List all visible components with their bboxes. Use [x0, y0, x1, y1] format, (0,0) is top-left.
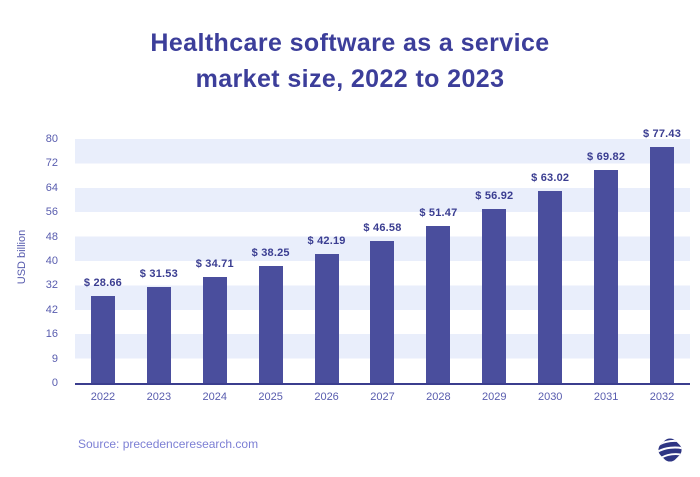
- bar-2032: [650, 146, 675, 383]
- bar-value-label-2028: $ 51.47: [419, 207, 458, 219]
- x-axis-label-2030: 2030: [537, 391, 563, 403]
- y-tick-56: 56: [45, 206, 58, 219]
- y-tick-42: 42: [45, 303, 58, 316]
- bar-value-label-2030: $ 63.02: [531, 171, 570, 184]
- bar-2024: [202, 277, 227, 383]
- bar-column-2029: $ 56.92: [466, 139, 522, 383]
- y-tick-72: 72: [45, 157, 58, 170]
- plot-columns: $ 28.66 $ 31.53 $ 34.71 $ 38.25 $ 42.19 $ 46.…: [75, 128, 690, 383]
- y-tick-32: 32: [45, 279, 58, 292]
- bar-value-label-2025: $ 38.25: [251, 247, 290, 260]
- y-tick-40: 40: [45, 255, 58, 267]
- bar-column-2025: $ 38.25: [243, 139, 299, 383]
- globe-logo-icon: [655, 438, 685, 462]
- y-tick-16: 16: [45, 328, 58, 341]
- precedence-research-logo: [653, 433, 687, 467]
- bar-column-2024: $ 34.71: [187, 139, 243, 383]
- bar-column-2030: $ 63.02: [522, 139, 578, 383]
- bar-value-label-2032: $ 77.43: [642, 127, 682, 140]
- bar-value-label-2029: $ 56.92: [475, 190, 514, 203]
- y-tick-48: 48: [45, 230, 58, 243]
- chart-title-line1: Healthcare software as a service: [150, 29, 550, 57]
- bar-2022: [90, 295, 115, 383]
- plot-area: $ 28.66 $ 31.53 $ 34.71 $ 38.25 $ 42.19 $ 46.…: [75, 128, 690, 383]
- x-axis-label-2031: 2031: [593, 391, 619, 403]
- chart-title: Healthcare software as a service market …: [0, 25, 700, 97]
- x-axis-label-2029: 2029: [482, 391, 507, 403]
- source-text: Source: precedenceresearch.com: [78, 437, 259, 451]
- x-axis-label-2027: 2027: [370, 391, 395, 403]
- bar-value-label-2027: $ 46.58: [363, 221, 402, 234]
- x-axis-label-2023: 2023: [146, 391, 172, 403]
- bar-value-label-2022: $ 28.66: [83, 276, 123, 289]
- x-axis-label-2032: 2032: [649, 391, 675, 403]
- bar-2030: [538, 190, 563, 383]
- x-axis-label-2026: 2026: [314, 391, 339, 403]
- bar-2026: [314, 254, 339, 383]
- y-tick-9: 9: [51, 352, 58, 365]
- bar-column-2026: $ 42.19: [299, 139, 355, 383]
- bar-2029: [482, 209, 507, 383]
- bar-column-2022: $ 28.66: [75, 139, 131, 383]
- bar-2025: [258, 266, 283, 383]
- y-tick-0: 0: [51, 377, 58, 389]
- bar-2028: [426, 226, 451, 383]
- bar-2023: [146, 286, 171, 383]
- bar-value-label-2024: $ 34.71: [195, 258, 234, 271]
- y-axis-ticks: 80 72 64 56 48 40 32 42 16 9 0: [18, 133, 58, 389]
- x-axis-label-2025: 2025: [258, 391, 283, 403]
- x-axis-line: [75, 383, 690, 385]
- bar-column-2032: $ 77.43: [634, 128, 690, 383]
- bar-value-label-2031: $ 69.82: [587, 151, 626, 163]
- bar-column-2027: $ 46.58: [355, 139, 411, 383]
- bar-value-label-2023: $ 31.53: [139, 267, 178, 280]
- x-axis-label-2022: 2022: [90, 391, 116, 403]
- x-axis-labels: 2022 2023 2024 2025 2026 2027 2028 2029 2030 2031…: [75, 391, 690, 403]
- y-tick-80: 80: [45, 133, 58, 145]
- x-axis-label-2024: 2024: [202, 391, 227, 403]
- bar-column-2028: $ 51.47: [410, 139, 466, 383]
- bar-column-2031: $ 69.82: [578, 139, 634, 383]
- y-tick-64: 64: [45, 181, 58, 194]
- bar-column-2023: $ 31.53: [131, 139, 187, 383]
- chart-title-line2: market size, 2022 to 2023: [195, 65, 505, 93]
- bar-2031: [594, 170, 619, 383]
- bar-value-label-2026: $ 42.19: [307, 235, 346, 248]
- x-axis-label-2028: 2028: [426, 391, 451, 403]
- bar-2027: [370, 240, 395, 383]
